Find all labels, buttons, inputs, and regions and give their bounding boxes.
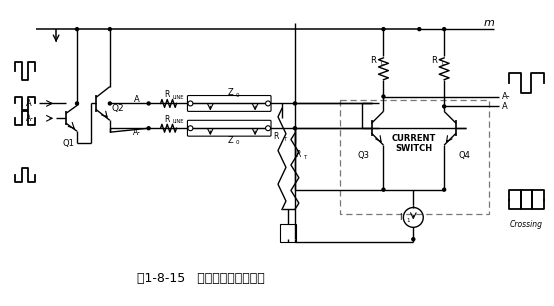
Text: 0: 0 [235,140,239,145]
Text: R: R [164,115,169,124]
Text: I: I [399,213,402,222]
Text: Crossing: Crossing [509,220,542,229]
Circle shape [443,105,445,108]
Circle shape [109,28,111,31]
Circle shape [147,102,150,105]
Circle shape [265,126,270,131]
Text: L: L [381,61,383,66]
Text: L: L [441,61,444,66]
Circle shape [418,28,421,31]
Text: R: R [371,56,377,65]
Text: 图1-8-15   差分信号结构示意图: 图1-8-15 差分信号结构示意图 [136,272,264,285]
Text: Q2: Q2 [111,104,124,113]
Text: A-: A- [133,128,141,137]
Circle shape [188,101,193,106]
Circle shape [75,102,79,105]
Bar [340,100,489,215]
FancyBboxPatch shape [187,120,271,136]
Circle shape [382,28,385,31]
Text: Q3: Q3 [357,151,370,160]
Circle shape [412,238,415,241]
Text: A-: A- [502,92,510,101]
Circle shape [109,102,111,105]
Circle shape [265,101,270,106]
Text: 0: 0 [235,93,239,98]
Circle shape [294,127,296,130]
Text: R: R [295,150,301,159]
Text: LINE: LINE [172,119,184,124]
Text: Z: Z [227,88,233,97]
Circle shape [382,188,385,191]
Text: Z: Z [227,136,233,145]
Text: T: T [304,155,307,159]
Text: SWITCH: SWITCH [396,144,433,153]
Text: A-: A- [26,114,34,123]
Circle shape [294,102,296,105]
Text: LINE: LINE [172,95,184,99]
Circle shape [443,28,445,31]
Text: Q4: Q4 [458,151,470,160]
Text: R: R [273,132,279,141]
Text: 1: 1 [406,218,410,223]
Text: R: R [164,90,169,99]
Circle shape [75,28,79,31]
Circle shape [382,95,385,98]
Circle shape [443,188,445,191]
Text: A: A [502,102,507,111]
Text: A: A [134,95,140,104]
Text: T: T [284,137,287,142]
Circle shape [147,127,150,130]
Text: A: A [26,99,32,108]
Text: m: m [484,18,494,28]
Circle shape [188,126,193,131]
Text: Q1: Q1 [62,139,74,147]
Text: CURRENT: CURRENT [392,134,437,143]
FancyBboxPatch shape [187,95,271,111]
Text: R: R [431,56,437,65]
Bar [280,224,296,242]
